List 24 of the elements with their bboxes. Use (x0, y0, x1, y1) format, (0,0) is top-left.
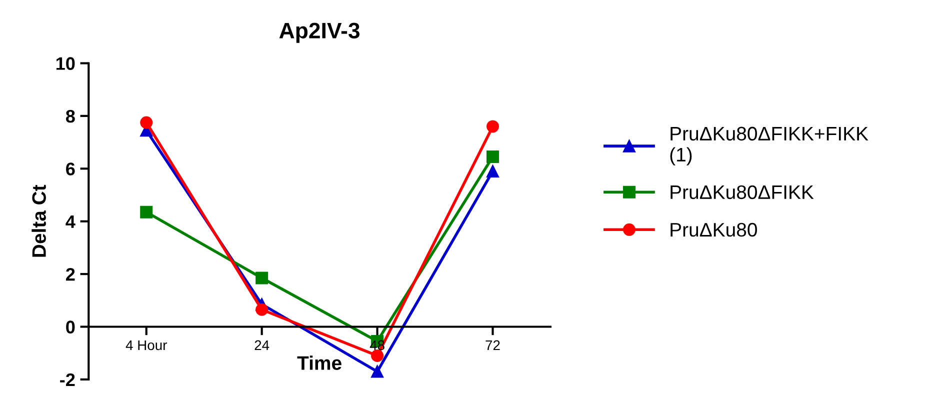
x-tick-label: 24 (254, 340, 270, 350)
y-tick-label: 8 (66, 110, 75, 123)
point (486, 150, 499, 164)
point (140, 116, 153, 129)
y-tick-label: 6 (66, 162, 75, 176)
chart-title: Ap2IV-3 (279, 22, 360, 43)
point (140, 206, 153, 218)
x-axis-title: Time (297, 356, 342, 370)
x-tick-label: 72 (486, 340, 500, 350)
point (371, 365, 384, 378)
y-tick-label: -2 (60, 373, 75, 386)
point (256, 272, 268, 284)
point (486, 120, 499, 133)
legend-label: PruΔKu80ΔFIKK+FIKK (1) (670, 126, 868, 166)
x-tick-label: 4 Hour (126, 340, 167, 350)
point (486, 165, 499, 178)
point (256, 303, 268, 316)
legend-label: PruΔKu80 (670, 222, 757, 237)
y-axis-title: Delta Ct (32, 184, 46, 257)
y-tick-label: 4 (66, 215, 76, 228)
y-tick-label: 10 (56, 57, 75, 70)
legend-label: PruΔKu80ΔFIKK (670, 185, 814, 200)
y-tick-label: 2 (66, 268, 75, 281)
y-tick-label: 0 (66, 320, 75, 334)
